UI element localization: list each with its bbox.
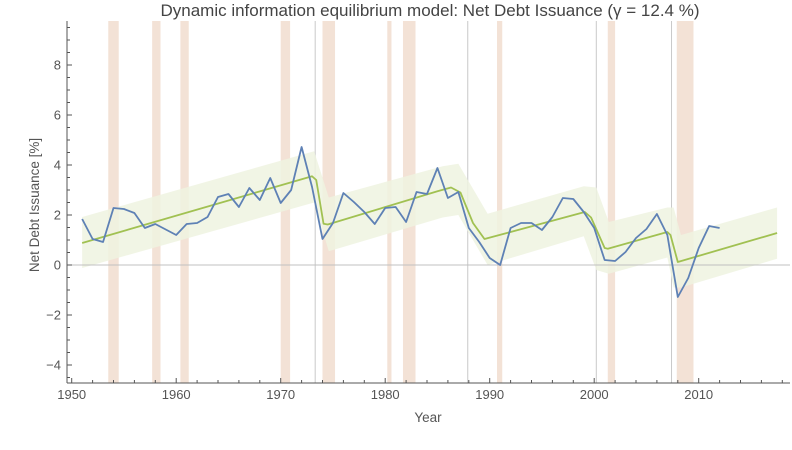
data-polyline xyxy=(81,146,720,298)
recession-bar xyxy=(108,21,119,383)
y-tick-label: 0 xyxy=(54,258,61,273)
y-axis-label: Net Debt Issuance [%] xyxy=(27,138,42,272)
x-tick-label: 1990 xyxy=(475,387,504,402)
x-tick-label: 1980 xyxy=(371,387,400,402)
x-tick-label: 1970 xyxy=(266,387,295,402)
x-tick-label: 1950 xyxy=(57,387,86,402)
data-line xyxy=(81,146,720,298)
y-tick-label: 6 xyxy=(54,108,61,123)
model-polyline xyxy=(81,175,778,263)
x-tick-label: 2010 xyxy=(684,387,713,402)
y-tick-label: −2 xyxy=(46,308,61,323)
x-tick-label: 1960 xyxy=(162,387,191,402)
x-axis-label: Year xyxy=(414,410,442,425)
y-tick-label: 4 xyxy=(54,158,61,173)
recession-bar xyxy=(497,21,503,383)
axes: −4 −2 0 2 4 6 8 1950 1960 1970 1980 1990 2000 2010 xyxy=(46,21,790,402)
recession-bar xyxy=(607,21,616,383)
y-tick-label: 2 xyxy=(54,208,61,223)
recession-bar xyxy=(676,21,694,383)
y-tick-label: −4 xyxy=(46,358,61,373)
y-tick-label: 8 xyxy=(54,58,61,73)
x-tick-label: 2000 xyxy=(580,387,609,402)
chart-title: Dynamic information equilibrium model: N… xyxy=(160,1,699,20)
model-line xyxy=(81,175,778,263)
